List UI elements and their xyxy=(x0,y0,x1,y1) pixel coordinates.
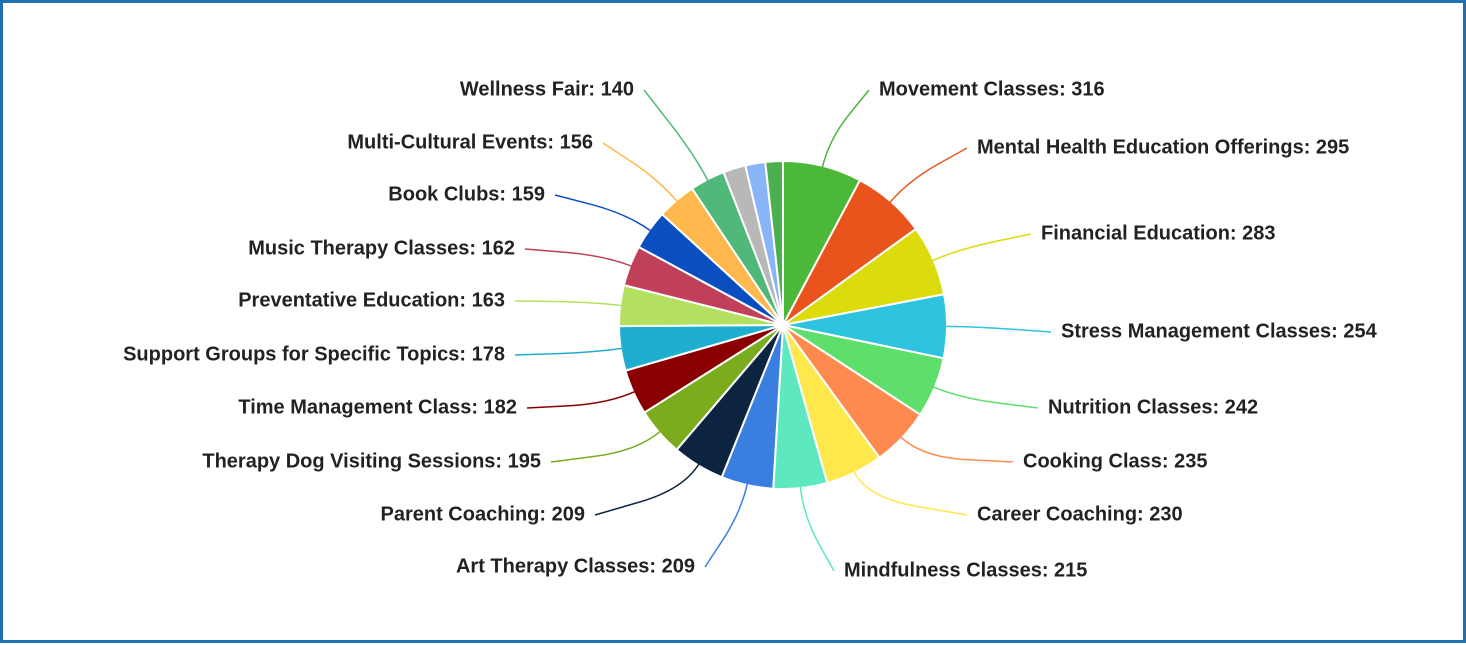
leader-line xyxy=(932,386,1039,409)
leader-line xyxy=(643,89,709,182)
leader-line xyxy=(526,390,636,409)
slice-label: Time Management Class: 182 xyxy=(238,396,517,418)
leader-line xyxy=(704,482,749,568)
slice-label: Cooking Class: 235 xyxy=(1023,450,1208,472)
slice-label: Preventative Education: 163 xyxy=(238,289,505,311)
chart: Movement Classes: 316 Mental Health Educa… xyxy=(123,78,1378,581)
slice-label: Financial Education: 283 xyxy=(1041,222,1276,244)
slice-label: Nutrition Classes: 242 xyxy=(1048,396,1258,418)
slice-label: Art Therapy Classes: 209 xyxy=(456,555,695,577)
leader-line xyxy=(524,248,633,268)
slice-label: Mental Health Education Offerings: 295 xyxy=(977,136,1349,158)
slice-label: Support Groups for Specific Topics: 178 xyxy=(123,343,505,365)
slice-label: Therapy Dog Visiting Sessions: 195 xyxy=(202,450,541,472)
leader-line xyxy=(944,325,1052,333)
slice-label: Book Clubs: 159 xyxy=(388,183,545,205)
slice-label: Music Therapy Classes: 162 xyxy=(248,237,515,259)
leader-line xyxy=(852,470,968,516)
leader-line xyxy=(594,463,700,516)
leader-line xyxy=(514,300,623,307)
slice-label: Mindfulness Classes: 215 xyxy=(844,559,1087,581)
leader-line xyxy=(821,89,870,168)
leader-line xyxy=(602,142,679,203)
slice-label: Multi-Cultural Events: 156 xyxy=(347,131,593,153)
leader-line xyxy=(554,194,652,232)
slice-label: Parent Coaching: 209 xyxy=(380,503,585,525)
slice-label: Movement Classes: 316 xyxy=(879,78,1105,100)
slice-label: Stress Management Classes: 254 xyxy=(1061,320,1378,342)
leader-line xyxy=(899,436,1014,463)
slice-label: Wellness Fair: 140 xyxy=(460,78,634,100)
leader-line xyxy=(888,147,968,204)
pie-slice xyxy=(764,159,784,326)
leader-line xyxy=(514,347,623,356)
slice-label: Career Coaching: 230 xyxy=(977,503,1183,525)
leader-line xyxy=(931,233,1032,262)
leader-line xyxy=(550,430,662,463)
leader-line xyxy=(799,485,835,572)
